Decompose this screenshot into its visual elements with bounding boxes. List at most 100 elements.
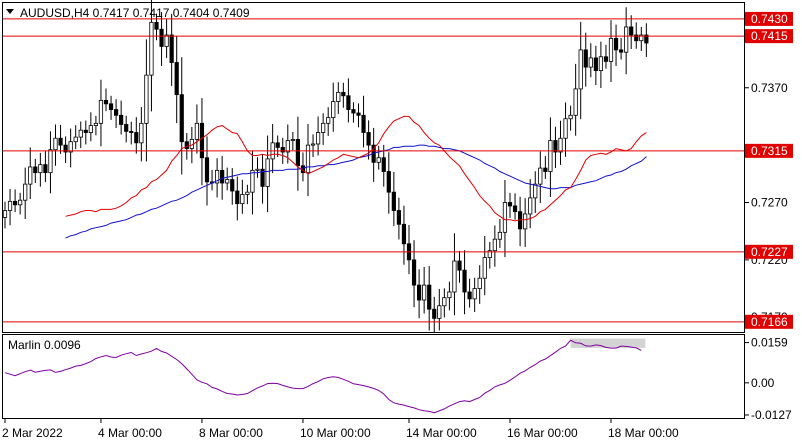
x-tick-label: 18 Mar 00:00: [608, 426, 679, 440]
candle: [33, 166, 38, 174]
candle: [396, 210, 402, 225]
candle: [523, 213, 528, 230]
candle: [78, 129, 83, 138]
candle: [512, 205, 518, 213]
candle: [492, 238, 497, 252]
candle: [68, 141, 73, 153]
candle: [457, 260, 462, 271]
candle: [179, 94, 184, 143]
candle: [467, 291, 472, 300]
marlin-line: [4, 339, 642, 414]
candle: [437, 305, 442, 319]
candle: [93, 122, 98, 127]
candle: [326, 117, 331, 124]
candle: [598, 56, 604, 71]
candle: [214, 169, 220, 184]
candle: [204, 157, 210, 183]
candle: [199, 122, 205, 159]
x-tick-label: 14 Mar 00:00: [406, 426, 477, 440]
candle: [613, 38, 619, 51]
candle: [603, 56, 609, 62]
candle: [149, 21, 154, 76]
candle: [48, 149, 53, 174]
candle: [507, 202, 513, 207]
candle: [290, 138, 295, 141]
candle: [88, 125, 93, 133]
candle: [411, 259, 417, 286]
candle: [159, 28, 164, 47]
candle: [220, 169, 225, 184]
symbol-header: AUDUSD,H4 0.7417 0.7417 0.7404 0.7409: [20, 6, 250, 20]
level-price-tag: [745, 29, 793, 44]
candle: [608, 38, 614, 62]
candle: [285, 140, 290, 153]
candle: [114, 109, 119, 116]
candle: [644, 34, 649, 44]
candle: [245, 191, 250, 195]
level-price-label: 0.7430: [751, 12, 788, 26]
candle: [356, 112, 361, 116]
candle: [108, 103, 114, 110]
candle: [129, 130, 134, 133]
x-tick-label: 8 Mar 00:00: [199, 426, 263, 440]
candle: [310, 143, 316, 146]
candle: [12, 200, 18, 206]
candle: [194, 122, 199, 140]
candle: [73, 136, 78, 143]
candle: [477, 277, 482, 289]
x-tick-label: 10 Mar 00:00: [300, 426, 371, 440]
candle: [235, 190, 240, 205]
indicator-highlight-box: [570, 338, 646, 348]
price-plot: [2, 0, 744, 334]
candle: [98, 99, 104, 124]
candle: [53, 137, 58, 151]
candle: [401, 223, 407, 245]
candle: [341, 91, 346, 97]
symbol-dropdown-icon[interactable]: [6, 9, 14, 14]
candle: [381, 157, 386, 172]
candle: [331, 101, 336, 118]
x-tick-label: 4 Mar 00:00: [98, 426, 162, 440]
indicator-tick-label: 0.00: [751, 376, 775, 390]
candle: [568, 114, 573, 120]
candle: [624, 26, 629, 53]
indicator-tick-label: -0.0127: [751, 408, 792, 422]
candle: [528, 197, 533, 215]
candle: [497, 231, 503, 240]
candle: [225, 179, 230, 184]
candle: [139, 122, 144, 144]
sma-slow-line: [65, 144, 647, 239]
candle: [124, 124, 129, 132]
axes: 0.73700.72700.72200.71700.74300.74150.73…: [2, 12, 793, 440]
candle: [366, 132, 371, 146]
candle: [447, 291, 452, 299]
y-tick-label: 0.7370: [751, 81, 788, 95]
candle: [43, 164, 48, 174]
candle: [230, 179, 235, 192]
level-price-label: 0.7315: [751, 144, 788, 158]
candle: [629, 26, 634, 36]
candle: [184, 141, 189, 149]
candle: [573, 88, 578, 116]
candle: [83, 129, 88, 133]
candle: [275, 142, 280, 148]
candle: [502, 202, 508, 233]
level-price-tag: [745, 11, 793, 26]
sma-fast-line: [65, 115, 647, 222]
candle: [250, 169, 255, 193]
level-price-label: 0.7227: [751, 245, 788, 259]
indicator-tick-label: 0.0159: [751, 336, 788, 350]
level-price-tag: [745, 143, 793, 158]
candle: [462, 269, 467, 293]
candle: [563, 118, 568, 139]
candle: [63, 144, 68, 153]
candle: [558, 137, 563, 153]
indicator-plot: [4, 338, 646, 414]
candle: [619, 49, 624, 53]
y-tick-label: 0.7270: [751, 195, 788, 209]
candle: [255, 168, 260, 171]
candle: [174, 62, 179, 96]
indicator-pane-frame: [2, 334, 745, 419]
candle: [588, 57, 593, 68]
